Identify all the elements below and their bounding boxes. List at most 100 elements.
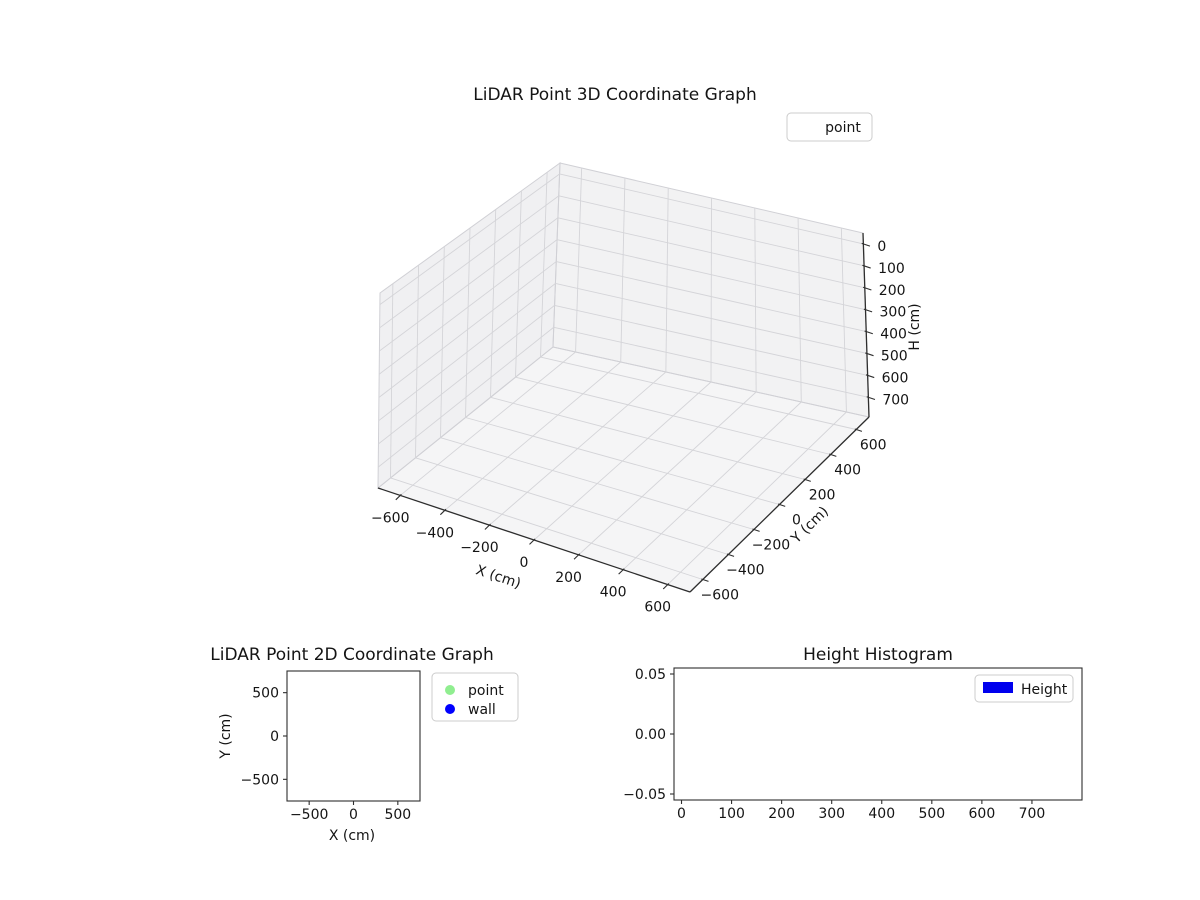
x-tick-label: −200 <box>460 540 498 556</box>
grid-line <box>553 326 869 398</box>
grid-line <box>540 356 857 430</box>
y-tick-mark <box>726 553 735 557</box>
y-tick-label: −500 <box>241 772 279 788</box>
x-tick-mark <box>395 493 402 501</box>
x-tick-mark <box>484 523 491 530</box>
z-tick-label: 200 <box>879 283 906 299</box>
grid-line <box>378 305 555 445</box>
y-tick-label: 200 <box>809 488 836 504</box>
plot2d-frame <box>286 670 421 802</box>
x-tick-label: 0 <box>349 807 358 823</box>
z-tick-label: 0 <box>877 239 886 255</box>
point-marker-icon <box>445 685 455 695</box>
y-tick-label: −600 <box>701 588 739 604</box>
z-tick-mark <box>862 264 871 269</box>
plot2d-legend-label-wall: wall <box>468 702 496 718</box>
grid-line <box>379 217 559 352</box>
grid-line <box>754 207 757 393</box>
plot2d-legend: point wall <box>431 672 519 722</box>
x-tick-label: 100 <box>718 806 745 822</box>
plot2d-title: LiDAR Point 2D Coordinate Graph <box>210 645 494 665</box>
hist-legend: Height <box>974 674 1074 703</box>
grid-line <box>390 283 394 478</box>
z-tick-mark <box>864 330 873 335</box>
y-tick-mark <box>752 528 760 532</box>
x-tick-mark <box>618 568 625 575</box>
x-tick-label: 200 <box>555 570 582 586</box>
x-tick-label: 500 <box>918 806 945 822</box>
pane-left-wall <box>378 163 560 488</box>
grid-line <box>378 261 557 398</box>
z-tick-label: 400 <box>880 327 907 343</box>
y-tick-label: −400 <box>726 563 764 579</box>
wall-marker-icon <box>445 704 455 714</box>
grid-line <box>710 197 712 383</box>
x-tick-mark <box>529 538 536 545</box>
grid-line <box>379 195 560 329</box>
grid-line <box>556 261 867 333</box>
grid-line <box>559 173 864 245</box>
y-tick-mark <box>854 428 863 432</box>
plot2d-yaxis-label: Y (cm) <box>218 713 234 759</box>
z-tick-mark <box>861 242 871 247</box>
x-tick-mark <box>573 553 581 560</box>
plot3d-zaxis-label: H (cm) <box>907 303 923 350</box>
y-tick-label: −0.05 <box>623 787 666 803</box>
z-tick-label: 100 <box>878 261 905 277</box>
y-tick-label: 0.05 <box>635 667 666 683</box>
z-tick-label: 700 <box>882 392 909 408</box>
x-tick-label: 500 <box>384 807 411 823</box>
plot2d-axes: −500 0 500 500 0 −500 <box>241 670 421 823</box>
y-tick-label: 500 <box>252 686 279 702</box>
grid-line <box>554 304 868 376</box>
x-tick-label: 400 <box>868 806 895 822</box>
hist-title: Height Histogram <box>803 645 953 665</box>
grid-line <box>558 195 865 267</box>
x-tick-label: 300 <box>818 806 845 822</box>
grid-line <box>557 217 865 289</box>
plot3d-legend-label: point <box>825 120 861 136</box>
grid-line <box>490 396 806 480</box>
z-tick-label: 300 <box>880 305 907 321</box>
grid-line <box>379 173 560 305</box>
grid-line <box>620 177 626 363</box>
y-tick-mark <box>829 453 837 457</box>
grid-line <box>440 437 755 530</box>
y-tick-label: 0.00 <box>635 727 666 743</box>
x-tick-label: 600 <box>644 600 671 616</box>
grid-line <box>378 239 558 375</box>
x-tick-label: 400 <box>600 585 627 601</box>
grid-line <box>556 239 866 311</box>
z-tick-mark <box>866 396 876 401</box>
z-tick-mark <box>862 286 872 291</box>
y-tick-label: 0 <box>792 513 801 529</box>
hist-axes: 0 100 200 300 400 500 600 700 0.05 0.00 −0.05 <box>623 667 1083 822</box>
grid-line <box>797 217 802 403</box>
x-tick-label: 200 <box>768 806 795 822</box>
grid-line <box>540 172 548 358</box>
x-tick-label: 0 <box>677 806 686 822</box>
x-tick-label: 600 <box>969 806 996 822</box>
grid-line <box>415 265 420 458</box>
plot2d-legend-label-point: point <box>468 683 504 699</box>
plot3d-legend: point <box>786 112 873 142</box>
hist-legend-label: Height <box>1021 682 1068 698</box>
y-tick-label: 400 <box>834 463 861 479</box>
pane-floor <box>378 347 869 592</box>
x-tick-label: −400 <box>416 525 454 541</box>
grid-line <box>415 457 729 555</box>
z-tick-mark <box>865 374 875 379</box>
grid-line <box>377 326 555 468</box>
plot3d-xaxis-label: X (cm) <box>474 562 523 592</box>
x-tick-mark <box>439 508 447 516</box>
grid-line <box>378 283 556 422</box>
x-tick-label: −600 <box>371 510 409 526</box>
grid-line <box>465 227 471 418</box>
x-tick-label: 0 <box>520 555 529 571</box>
x-tick-label: −500 <box>290 807 328 823</box>
grid-line <box>555 283 868 354</box>
grid-line <box>575 167 583 353</box>
y-tick-label: −200 <box>752 538 790 554</box>
